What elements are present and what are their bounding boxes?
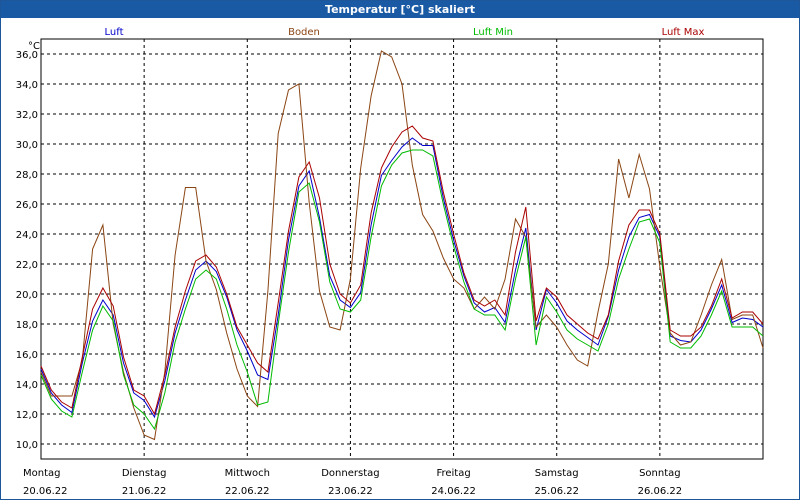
series-line [40, 125, 764, 416]
temperature-chart: 10,0 12,0 14,0 16,0 18,0 20,0 22,0 24,0 26,0 28,0… [16, 27, 764, 497]
legend-entry: Luft Min [473, 27, 513, 38]
x-tick-date: 22.06.22 [225, 486, 270, 497]
y-tick-label: 16,0 [16, 350, 38, 361]
x-tick-date: 26.06.22 [638, 486, 683, 497]
plot-area [40, 38, 764, 460]
y-tick-label: 20,0 [16, 290, 38, 301]
y-tick-label: 30,0 [16, 140, 38, 151]
y-axis-label: °C [28, 41, 40, 52]
x-tick-day: Mittwoch [225, 468, 270, 479]
series-line [40, 50, 764, 441]
y-tick-label: 10,0 [16, 440, 38, 451]
y-tick-label: 14,0 [16, 380, 38, 391]
x-tick-date: 23.06.22 [328, 486, 373, 497]
chart-title: Temperatur [°C] skaliert [1, 1, 799, 18]
x-tick-date: 24.06.22 [431, 486, 476, 497]
y-tick-label: 36,0 [16, 50, 38, 61]
x-tick-day: Montag [23, 468, 60, 479]
x-tick-day: Sonntag [639, 468, 681, 479]
x-tick-day: Samstag [535, 468, 579, 479]
y-tick-label: 34,0 [16, 80, 38, 91]
x-tick-date: 20.06.22 [23, 486, 68, 497]
y-tick-label: 22,0 [16, 260, 38, 271]
legend-entry: Boden [288, 27, 320, 38]
y-tick-label: 24,0 [16, 230, 38, 241]
x-tick-date: 25.06.22 [534, 486, 579, 497]
series-line [40, 149, 764, 431]
y-tick-label: 18,0 [16, 320, 38, 331]
y-tick-label: 28,0 [16, 170, 38, 181]
x-tick-date: 21.06.22 [122, 486, 167, 497]
legend-entry: Luft [105, 27, 124, 38]
y-tick-label: 12,0 [16, 410, 38, 421]
x-tick-day: Donnerstag [321, 468, 379, 479]
y-tick-label: 26,0 [16, 200, 38, 211]
x-tick-day: Freitag [436, 468, 470, 479]
y-tick-label: 32,0 [16, 110, 38, 121]
x-tick-day: Dienstag [122, 468, 167, 479]
legend-entry: Luft Max [662, 27, 705, 38]
